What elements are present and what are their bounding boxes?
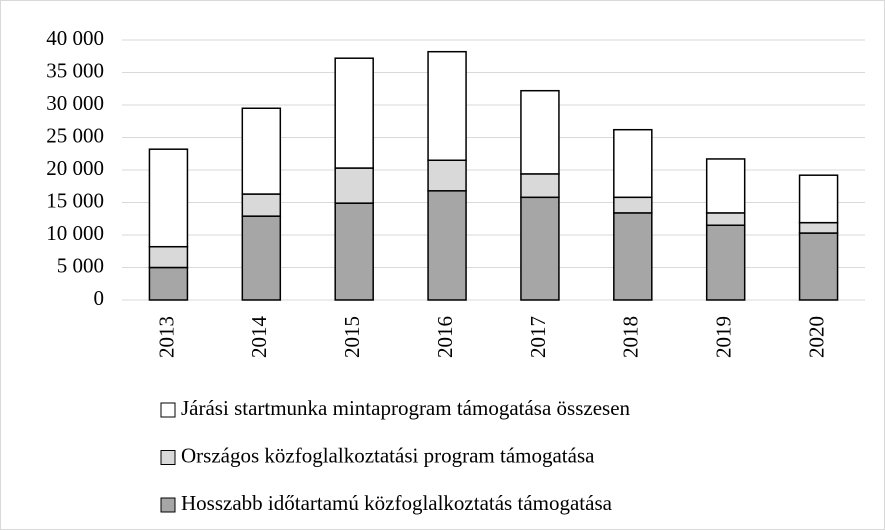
legend-swatch	[160, 402, 176, 418]
x-tick-label: 2018	[619, 316, 643, 358]
legend-swatch	[160, 497, 176, 513]
y-tick-label: 10 000	[46, 221, 104, 245]
y-tick-label: 35 000	[46, 58, 104, 82]
bar-segment	[427, 159, 467, 192]
y-tick-label: 40 000	[46, 26, 104, 50]
bar-segment	[148, 245, 189, 269]
bar-segment	[334, 202, 374, 301]
x-tick-label: 2013	[154, 316, 178, 358]
bar-segment	[334, 167, 374, 204]
x-tick-label: 2017	[526, 316, 550, 358]
legend-label: Országos közfoglalkoztatási program támo…	[181, 443, 595, 467]
bar-segment	[613, 212, 653, 301]
y-tick-label: 25 000	[46, 123, 104, 147]
legend-label: Járási startmunka mintaprogram támogatás…	[181, 396, 631, 420]
bar-segment	[705, 224, 746, 301]
bar-segment	[241, 215, 282, 301]
bar-segment	[798, 232, 839, 301]
x-tick-label: 2019	[712, 316, 736, 358]
x-tick-label: 2020	[804, 316, 828, 358]
bar-segment	[705, 212, 746, 226]
bar-segment	[148, 148, 189, 248]
bar-segment	[334, 57, 374, 169]
bar-segment	[520, 173, 560, 199]
bar-segment	[613, 128, 653, 199]
x-tick-label: 2015	[340, 316, 364, 358]
bar-segment	[241, 107, 282, 195]
bar-segment	[705, 158, 746, 214]
x-tick-label: 2014	[247, 316, 271, 359]
bar-segment	[427, 190, 467, 301]
legend-label: Hosszabb időtartamú közfoglalkoztatás tá…	[181, 491, 613, 515]
y-tick-label: 0	[94, 286, 105, 310]
y-tick-label: 15 000	[46, 188, 104, 212]
bar-segment	[613, 196, 653, 214]
legend-swatch	[160, 450, 176, 465]
bar-segment	[148, 266, 189, 301]
x-tick-label: 2016	[433, 316, 457, 358]
y-tick-label: 30 000	[46, 91, 104, 115]
y-tick-label: 5 000	[57, 253, 104, 277]
bar-segment	[427, 50, 467, 162]
bar-segment	[241, 193, 282, 217]
bar-segment	[798, 221, 839, 234]
bar-segment	[798, 174, 839, 224]
bar-segment	[520, 196, 560, 301]
y-tick-label: 20 000	[46, 156, 104, 180]
bar-segment	[520, 89, 560, 175]
